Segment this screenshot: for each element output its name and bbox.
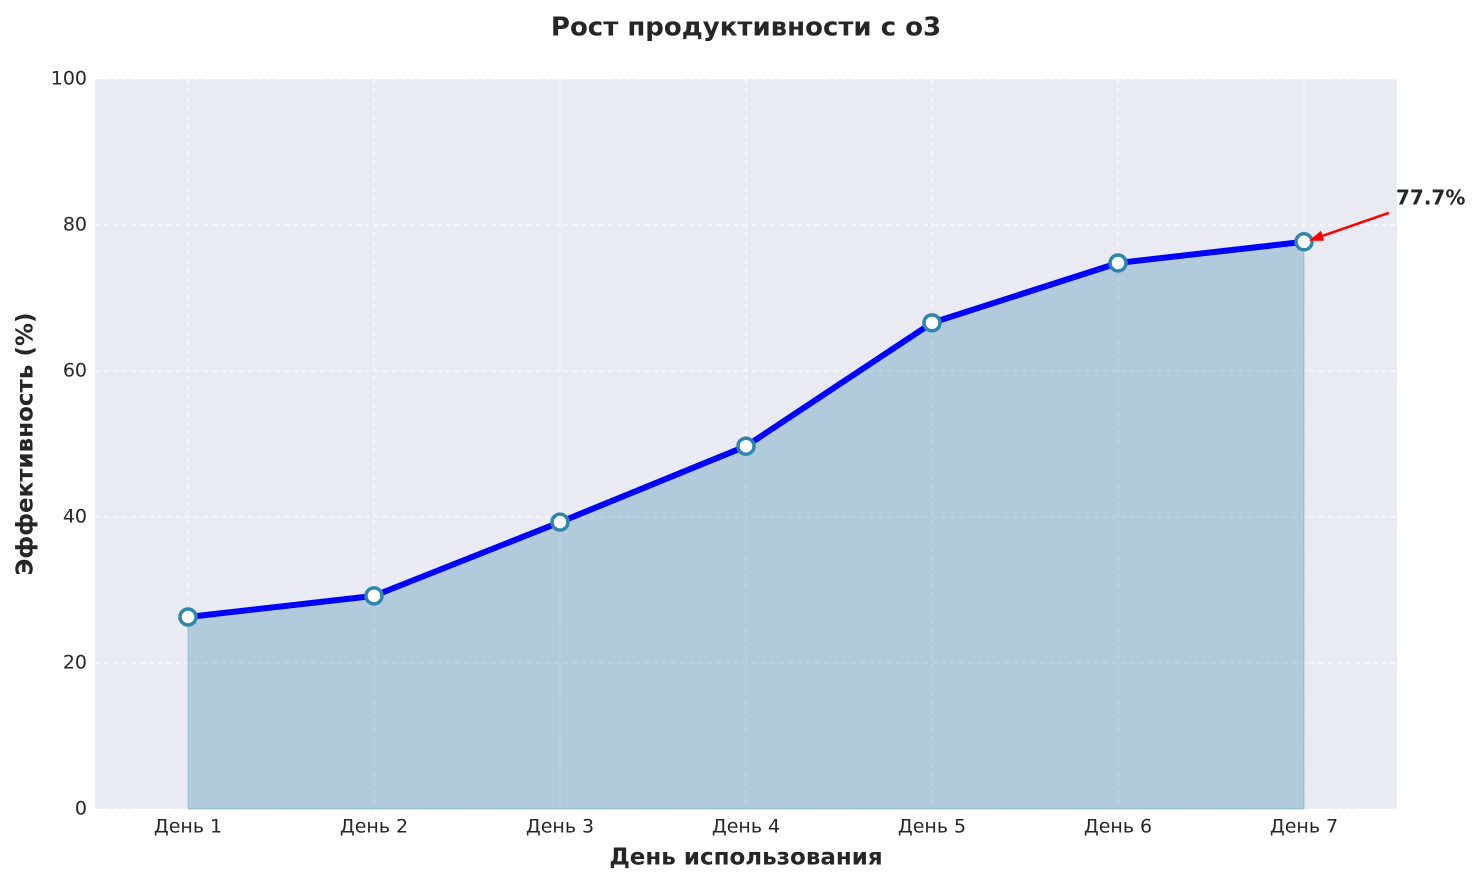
x-tick-label: День 5 [898, 816, 966, 838]
annotation-arrow [1313, 211, 1390, 240]
y-tick-label: 80 [63, 214, 87, 236]
y-tick-label: 20 [63, 652, 87, 674]
x-axis-label: День использования [609, 845, 882, 871]
marker [1294, 232, 1314, 252]
chart-title: Рост продуктивности с o3 [551, 13, 941, 43]
y-tick-label: 40 [63, 506, 87, 528]
x-tick-label: День 3 [526, 816, 594, 838]
marker [364, 586, 384, 606]
data-label: 77.7% [1396, 185, 1465, 209]
x-tick-label: День 7 [1270, 816, 1338, 838]
x-tick-label: День 4 [712, 816, 780, 838]
y-tick-label: 0 [75, 798, 87, 820]
annotation-arrowhead [1309, 230, 1324, 241]
marker [1108, 253, 1128, 273]
y-tick-label: 60 [63, 360, 87, 382]
x-tick-label: День 6 [1084, 816, 1152, 838]
x-tick-label: День 1 [154, 816, 222, 838]
marker [550, 512, 570, 532]
x-tick-label: День 2 [340, 816, 408, 838]
marker [178, 607, 198, 627]
marker [922, 313, 942, 333]
y-tick-label: 100 [51, 68, 87, 90]
y-axis-label: Эффективность (%) [13, 312, 39, 575]
marker [736, 436, 756, 456]
